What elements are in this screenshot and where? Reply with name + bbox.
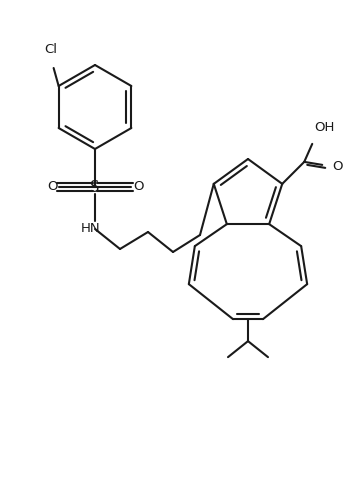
Text: O: O [332,161,343,173]
Text: Cl: Cl [44,43,57,56]
Text: S: S [90,179,100,194]
Text: HN: HN [81,223,101,236]
Text: OH: OH [314,121,335,134]
Text: O: O [133,180,143,193]
Text: O: O [47,180,57,193]
